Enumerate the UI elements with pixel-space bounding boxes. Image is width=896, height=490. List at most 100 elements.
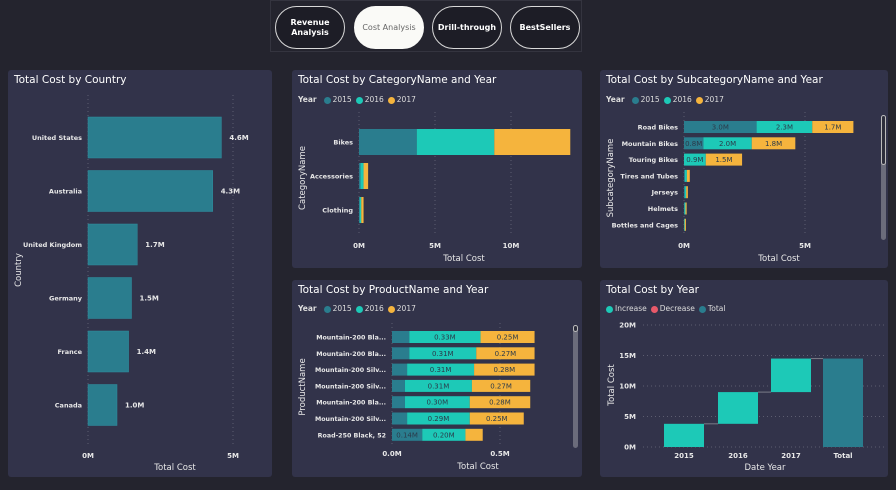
nav-cost-analysis-button[interactable]: Cost Analysis [354,6,424,49]
bar-segment-2016[interactable] [404,396,470,409]
bar-segment-2017[interactable] [686,169,690,182]
bar-segment-2016[interactable] [409,347,477,360]
data-label: 0.29M [428,415,450,423]
bar-segment-2017[interactable] [363,163,369,189]
scrollbar-thumb[interactable] [573,325,578,332]
bar-segment-2017[interactable] [471,379,531,392]
bar-segment-2016[interactable] [756,121,813,133]
bar-segment-2017[interactable] [686,186,688,199]
legend-dot-icon [323,96,331,104]
legend-item-2015[interactable]: 2015 [323,95,352,104]
legend-item-2015[interactable]: 2015 [631,95,660,104]
bar-segment-2017[interactable] [480,331,535,343]
bar-segment-2017[interactable] [469,412,524,425]
bar-segment-2016[interactable] [684,202,686,215]
bar-segment-2015[interactable] [684,121,757,133]
legend-dot-icon [355,96,363,104]
data-label: 0.27M [490,382,512,390]
bar-segment-2016[interactable] [407,363,475,376]
bar-segment-2016[interactable] [359,197,362,223]
legend-item-2016[interactable]: 2016 [663,95,692,104]
bar[interactable] [87,223,138,266]
chart-title: Total Cost by Country [14,74,127,86]
y-axis-title: SubcategoryName [606,139,616,218]
legend-item-increase[interactable]: Increase [606,304,647,313]
bar-segment-2016[interactable] [703,137,752,150]
legend-item-decrease[interactable]: Decrease [650,304,695,313]
vertical-scrollbar[interactable] [573,325,578,448]
nav-bestsellers-button[interactable]: BestSellers [510,6,580,49]
bar-segment-2016[interactable] [409,331,481,343]
bar-segment-2015[interactable] [392,396,405,409]
category-label: Mountain-200 Silv... [315,416,386,423]
waterfall-bar[interactable] [823,358,863,447]
bar-segment-2016[interactable] [684,169,687,182]
bar[interactable] [87,330,129,373]
x-axis-title: Total Cost [442,254,485,264]
bar-segment-2015[interactable] [359,163,361,189]
bar-segment-2015[interactable] [359,129,417,155]
data-label: 1.5M [715,156,732,164]
bar-segment-2015[interactable] [392,347,410,360]
bar-segment-2016[interactable] [684,153,706,166]
bar-segment-2015[interactable] [392,428,423,441]
bar-segment-2017[interactable] [469,396,531,409]
legend-item-2017[interactable]: 2017 [387,304,416,313]
bar-segment-2015[interactable] [684,169,686,182]
bar-segment-2016[interactable] [360,163,364,189]
bar-segment-2017[interactable] [684,218,686,231]
legend-item-2015[interactable]: 2015 [323,304,352,313]
legend-item-total[interactable]: Total [698,304,725,313]
bar-segment-2017[interactable] [476,347,535,360]
bar-segment-2015[interactable] [359,197,361,223]
bar-segment-2017[interactable] [465,428,483,441]
bar-segment-2016[interactable] [416,129,495,155]
data-label: 0.8M [685,140,702,148]
product-chart-panel[interactable]: Total Cost by ProductName and Year Year … [292,280,582,477]
data-label: 1.5M [140,295,159,303]
waterfall-bar[interactable] [718,392,758,424]
bar-segment-2017[interactable] [812,121,854,133]
legend-item-2017[interactable]: 2017 [387,95,416,104]
bar-segment-2017[interactable] [361,197,364,223]
bar-segment-2016[interactable] [422,428,466,441]
bar-segment-2015[interactable] [392,379,405,392]
category-label: Canada [55,402,82,410]
nav-revenue-analysis-button[interactable]: Revenue Analysis [275,6,345,49]
bar[interactable] [87,384,118,426]
data-label: 4.6M [229,134,248,142]
data-label: 0.25M [497,334,519,342]
scrollbar-thumb[interactable] [881,115,886,165]
x-tick-label: 5M [227,452,239,460]
legend-item-2017[interactable]: 2017 [695,95,724,104]
legend-item-2016[interactable]: 2016 [355,304,384,313]
chart-legend: Year 2015 2016 2017 [298,304,416,313]
subcategory-chart-panel[interactable]: Total Cost by SubcategoryName and Year Y… [600,70,888,268]
bar-segment-2017[interactable] [494,129,571,155]
bar[interactable] [87,170,213,212]
bar-segment-2016[interactable] [407,412,470,425]
bar-segment-2016[interactable] [684,186,687,199]
bar-segment-2017[interactable] [474,363,535,376]
bar-segment-2015[interactable] [392,363,408,376]
bar-segment-2015[interactable] [684,137,704,150]
bar-segment-2017[interactable] [751,137,796,150]
waterfall-bar[interactable] [771,358,811,393]
data-label: 1.7M [824,124,841,132]
vertical-scrollbar[interactable] [881,115,886,240]
bar-segment-2015[interactable] [684,186,686,199]
x-tick-label: 0.5M [490,450,509,458]
bar[interactable] [87,277,132,319]
waterfall-bar[interactable] [664,423,704,447]
page-navigation: Revenue Analysis Cost Analysis Drill-thro… [270,0,582,52]
bar-segment-2015[interactable] [392,412,408,425]
bar-segment-2017[interactable] [705,153,743,166]
nav-drill-through-button[interactable]: Drill-through [432,6,502,49]
bar-segment-2015[interactable] [392,331,410,343]
bar[interactable] [87,116,222,159]
legend-dot-icon [631,96,639,104]
category-chart-panel[interactable]: Total Cost by CategoryName and Year Year… [292,70,582,268]
bar-segment-2017[interactable] [685,202,687,215]
legend-item-2016[interactable]: 2016 [355,95,384,104]
bar-segment-2016[interactable] [404,379,472,392]
